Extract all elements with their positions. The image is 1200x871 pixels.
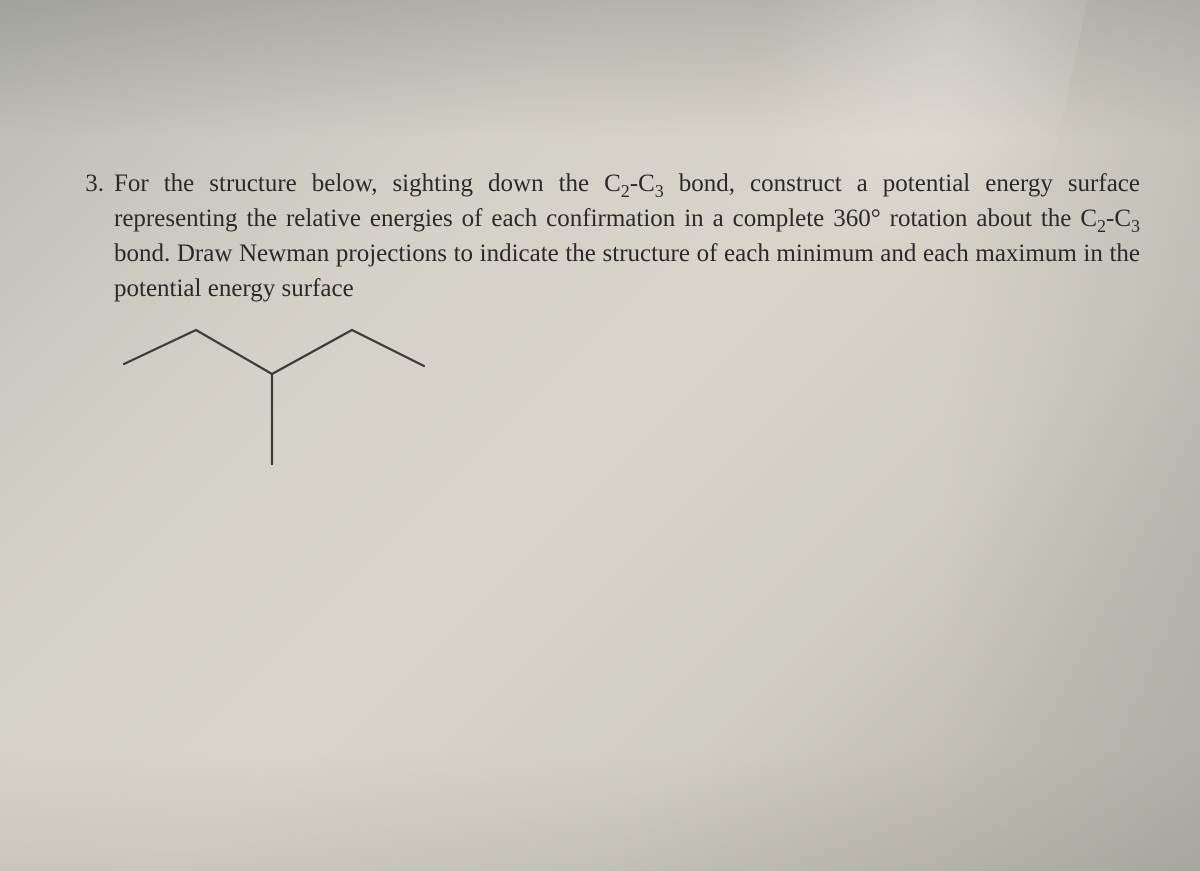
photo-shade-bottom [0, 751, 1200, 871]
question-text: For the structure below, sighting down t… [114, 166, 1140, 306]
skeletal-bonds [124, 330, 424, 464]
bond-line [272, 330, 352, 374]
bond-line [124, 330, 196, 364]
bond-line [352, 330, 424, 366]
skeletal-structure-diagram [104, 316, 444, 526]
skeletal-structure-svg [104, 316, 444, 526]
question-number: 3. [60, 166, 114, 201]
question-block: 3. For the structure below, sighting dow… [60, 166, 1140, 306]
bond-line [196, 330, 272, 374]
question-row: 3. For the structure below, sighting dow… [60, 166, 1140, 306]
